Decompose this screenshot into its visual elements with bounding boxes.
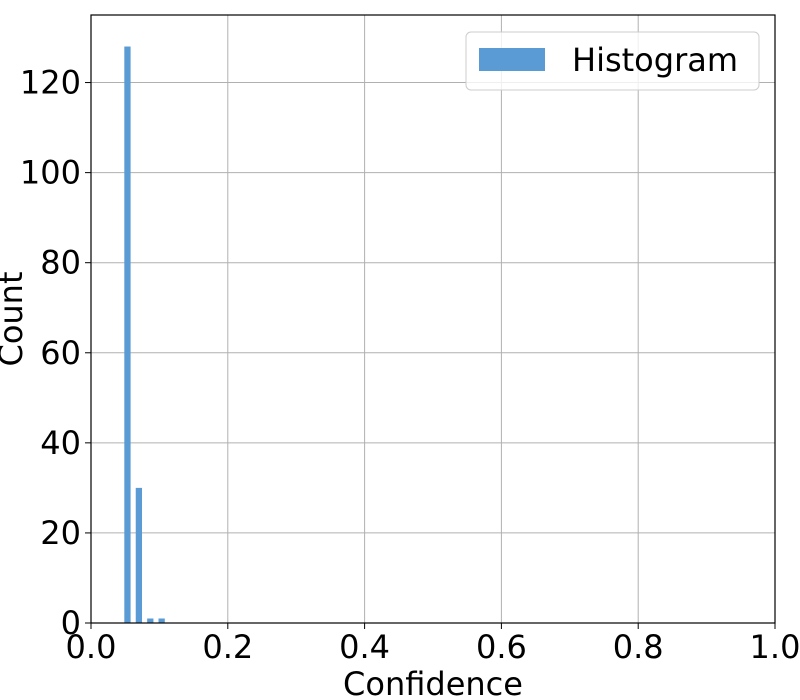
y-tick-label: 40	[40, 424, 81, 462]
histogram-bars	[124, 46, 165, 623]
x-tick-label: 1.0	[750, 628, 800, 666]
grid-lines	[90, 15, 776, 624]
histogram-bar	[147, 618, 154, 623]
x-tick-label: 0.4	[339, 628, 390, 666]
x-tick-label: 0.0	[66, 628, 117, 666]
histogram-bar	[158, 618, 165, 623]
y-tick-label: 100	[20, 154, 81, 192]
y-tick-label: 0	[61, 604, 81, 642]
x-tick-label: 0.2	[202, 628, 253, 666]
histogram-bar	[124, 46, 131, 623]
y-tick-label: 60	[40, 334, 81, 372]
legend-label: Histogram	[572, 41, 738, 79]
x-axis-ticks: 0.0 0.2 0.4 0.6 0.8 1.0	[66, 623, 800, 666]
y-axis-ticks: 0 20 40 60 80 100 120	[20, 64, 91, 642]
plot-frame	[90, 14, 776, 624]
y-tick-label: 120	[20, 64, 81, 102]
y-axis-title: Count	[0, 271, 30, 366]
x-axis-title: Confidence	[343, 665, 523, 700]
legend-box	[465, 31, 760, 91]
histogram-bar	[135, 487, 143, 623]
legend-swatch	[479, 48, 545, 71]
legend: Histogram	[465, 31, 760, 91]
y-tick-label: 80	[40, 244, 81, 282]
y-tick-label: 20	[40, 514, 81, 552]
x-tick-label: 0.8	[613, 628, 664, 666]
x-tick-label: 0.6	[476, 628, 527, 666]
